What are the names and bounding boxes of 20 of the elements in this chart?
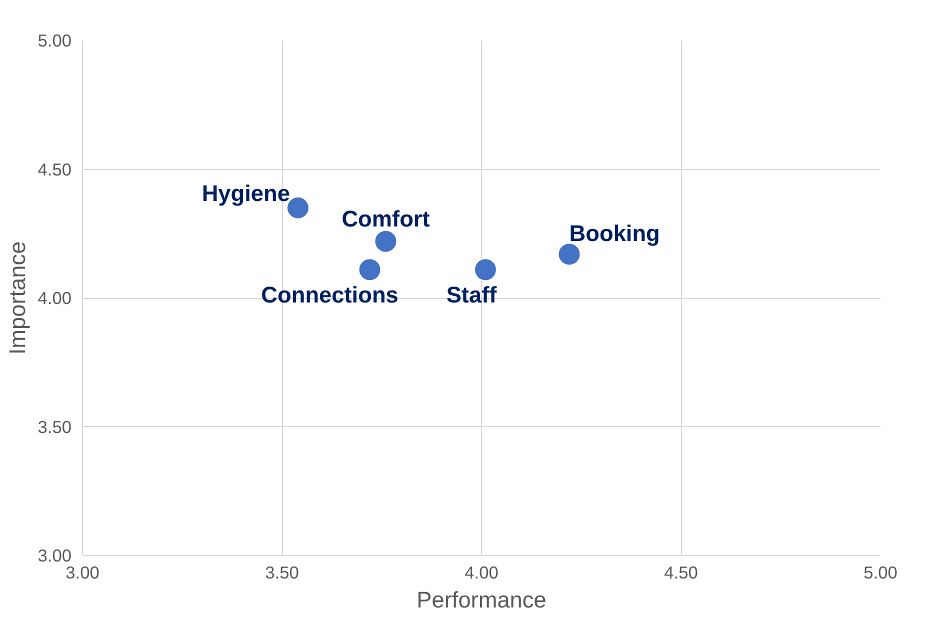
annotation: Staff [446, 282, 498, 308]
annotation: Comfort [342, 205, 430, 232]
point [374, 230, 398, 253]
x-tick-label: 4.00 [464, 562, 498, 582]
annotation: Hygiene [202, 180, 290, 206]
y-axis-title: Importance [4, 241, 30, 355]
x-axis-title: Performance [416, 586, 546, 612]
point [358, 258, 382, 282]
x-tick-label: 4.50 [664, 562, 698, 582]
y-tick-label: 5.00 [38, 30, 72, 50]
y-tick-label: 4.00 [38, 288, 72, 308]
x-tick-label: 3.50 [265, 562, 299, 582]
annotation: Booking [569, 220, 660, 246]
y-tick-label: 3.50 [38, 416, 72, 437]
x-tick-label: 5.00 [864, 562, 898, 582]
x-tick-label: 3.00 [66, 562, 100, 582]
annotation: Connections [261, 282, 398, 308]
y-tick-label: 4.50 [38, 159, 72, 180]
point [474, 258, 497, 282]
y-tick-label: 3.00 [38, 546, 72, 566]
